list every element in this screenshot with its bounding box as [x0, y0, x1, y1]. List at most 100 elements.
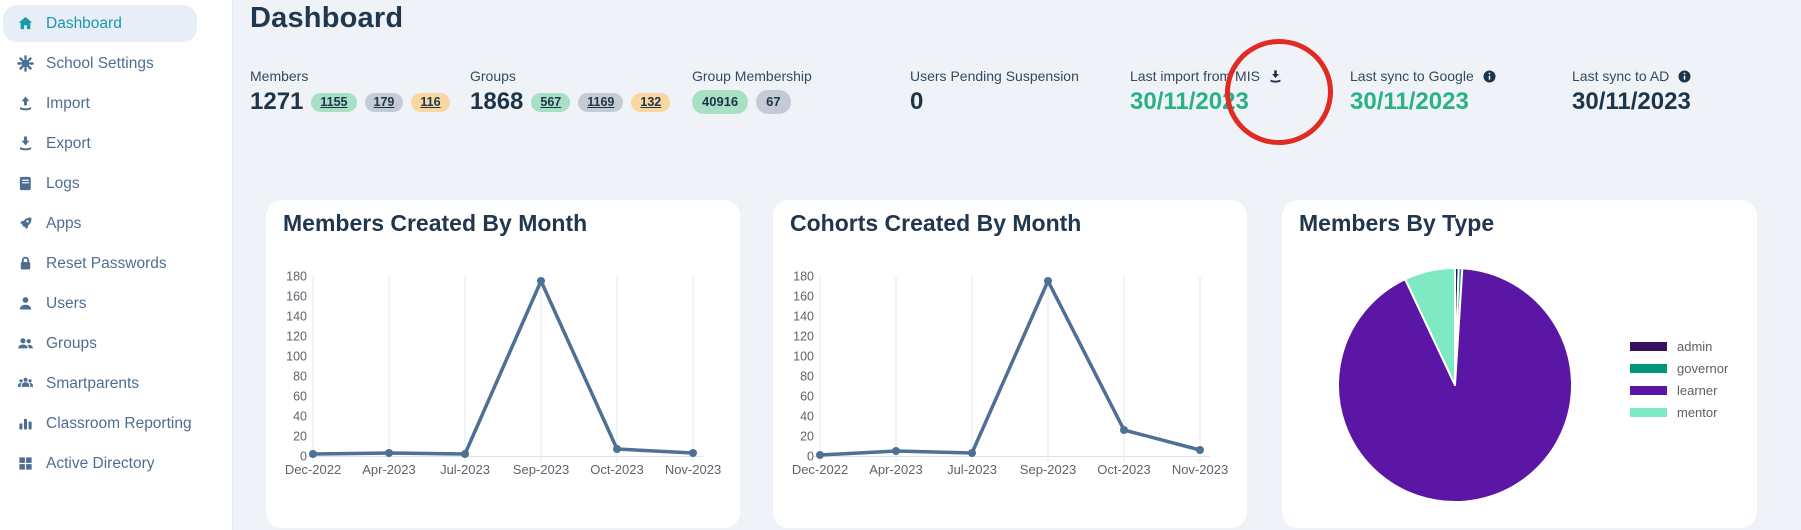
svg-text:120: 120: [793, 330, 814, 344]
stat-last-sync-to-google: Last sync to Google 30/11/2023: [1350, 68, 1497, 114]
sidebar-item-label: Apps: [46, 214, 82, 232]
svg-text:140: 140: [286, 310, 307, 324]
stat-value: 30/11/2023: [1350, 88, 1469, 115]
sidebar-item-logs[interactable]: Logs: [3, 165, 197, 202]
sidebar-item-classroom-reporting[interactable]: Classroom Reporting: [3, 405, 197, 442]
stat-badge-40916: 40916: [692, 90, 749, 114]
sidebar-item-label: Classroom Reporting: [46, 414, 192, 432]
stat-label: Last import from MIS: [1130, 68, 1260, 84]
legend-label: mentor: [1677, 405, 1718, 420]
svg-text:Sep-2023: Sep-2023: [1020, 462, 1076, 477]
stat-label: Groups: [470, 68, 516, 84]
gridlines: [307, 276, 703, 462]
info-icon[interactable]: [1677, 69, 1692, 84]
chart-title-members-created: Members Created By Month: [283, 210, 588, 236]
sidebar-item-users[interactable]: Users: [3, 285, 197, 322]
cohorts-created-chart-card: Cohorts Created By Month Dec-2022 Apr-202…: [773, 200, 1247, 528]
stat-badge-1169[interactable]: 1169: [578, 92, 624, 112]
y-axis-ticks: 0 20 40 60 80 100 120 140 160 180: [286, 270, 307, 464]
legend-swatch: [1630, 408, 1667, 417]
download-icon[interactable]: [1268, 69, 1283, 84]
pie-legend: admin governor learner mentor: [1630, 340, 1728, 430]
stat-badge-1155[interactable]: 1155: [311, 92, 357, 112]
members-created-chart-card: Members Created By Month Dec-2022 Apr-202…: [266, 200, 740, 528]
sidebar-item-reset-passwords[interactable]: Reset Passwords: [3, 245, 197, 282]
sidebar-item-import[interactable]: Import: [3, 85, 197, 122]
svg-text:0: 0: [300, 450, 307, 464]
sidebar-item-label: Import: [46, 94, 90, 112]
stat-users-pending-suspension: Users Pending Suspension 0: [910, 68, 1079, 114]
info-icon[interactable]: [1482, 69, 1497, 84]
svg-text:0: 0: [807, 450, 814, 464]
sidebar-item-school-settings[interactable]: School Settings: [3, 45, 197, 82]
stat-group-membership: Group Membership 40916 67: [692, 68, 812, 114]
data-points: [309, 277, 697, 458]
sidebar-item-label: Active Directory: [46, 454, 155, 472]
line-series: [311, 279, 695, 456]
x-axis-labels: Dec-2022 Apr-2023 Jul-2023 Sep-2023 Oct-2023…: [792, 462, 1228, 477]
stat-badge-132[interactable]: 132: [631, 92, 671, 112]
legend-label: learner: [1677, 383, 1718, 398]
sidebar-item-label: Reset Passwords: [46, 254, 167, 272]
stat-badge-116[interactable]: 116: [411, 92, 450, 112]
stat-members: Members 1271 1155 179 116: [250, 68, 450, 114]
gridlines: [814, 276, 1210, 462]
svg-text:120: 120: [286, 330, 307, 344]
stat-groups: Groups 1868 567 1169 132: [470, 68, 671, 114]
users-icon: [17, 335, 34, 352]
legend-item-governor[interactable]: governor: [1630, 362, 1728, 375]
svg-text:160: 160: [286, 290, 307, 304]
rocket-icon: [17, 215, 34, 232]
stat-last-import-from-mis: Last import from MIS 30/11/2023: [1130, 68, 1283, 114]
sidebar-item-smartparents[interactable]: Smartparents: [3, 365, 197, 402]
x-axis-labels: Dec-2022 Apr-2023 Jul-2023 Sep-2023 Oct-2023…: [285, 462, 721, 477]
sidebar-item-active-directory[interactable]: Active Directory: [3, 445, 197, 482]
svg-text:100: 100: [286, 350, 307, 364]
user-icon: [17, 295, 34, 312]
sidebar-item-export[interactable]: Export: [3, 125, 197, 162]
legend-item-mentor[interactable]: mentor: [1630, 405, 1728, 420]
svg-text:140: 140: [793, 310, 814, 324]
svg-text:Oct-2023: Oct-2023: [1097, 462, 1150, 477]
legend-swatch: [1630, 342, 1667, 351]
svg-text:20: 20: [800, 430, 814, 444]
svg-text:40: 40: [293, 410, 307, 424]
svg-text:160: 160: [793, 290, 814, 304]
book-icon: [17, 175, 34, 192]
sidebar-item-label: Logs: [46, 174, 80, 192]
sidebar-nav: Dashboard School Settings Import Export Logs…: [0, 5, 232, 485]
sidebar-item-label: Dashboard: [46, 14, 122, 32]
sidebar-item-groups[interactable]: Groups: [3, 325, 197, 362]
svg-text:Jul-2023: Jul-2023: [440, 462, 490, 477]
chart-title-cohorts-created: Cohorts Created By Month: [790, 210, 1082, 236]
bar-chart-icon: [17, 415, 34, 432]
stat-badge-567[interactable]: 567: [531, 92, 571, 112]
sidebar-item-apps[interactable]: Apps: [3, 205, 197, 242]
legend-item-admin[interactable]: admin: [1630, 340, 1728, 353]
gear-icon: [17, 55, 34, 72]
svg-text:40: 40: [800, 410, 814, 424]
stat-label: Users Pending Suspension: [910, 68, 1079, 84]
sidebar-item-label: Export: [46, 134, 91, 152]
members-created-line-chart: Dec-2022 Apr-2023 Jul-2023 Sep-2023 Oct-2023…: [285, 270, 721, 478]
sidebar: Dashboard School Settings Import Export Logs…: [0, 0, 233, 530]
svg-text:80: 80: [293, 370, 307, 384]
lock-icon: [17, 255, 34, 272]
stat-label: Last sync to AD: [1572, 68, 1670, 84]
svg-text:20: 20: [293, 430, 307, 444]
sidebar-item-dashboard[interactable]: Dashboard: [3, 5, 197, 42]
stat-badge-179[interactable]: 179: [364, 92, 404, 112]
svg-text:60: 60: [293, 390, 307, 404]
sidebar-item-label: Smartparents: [46, 374, 140, 392]
svg-text:Apr-2023: Apr-2023: [869, 462, 922, 477]
stat-label: Group Membership: [692, 68, 812, 84]
line-series: [818, 279, 1202, 457]
legend-item-learner[interactable]: learner: [1630, 383, 1728, 398]
chart-title-members-by-type: Members By Type: [1299, 210, 1495, 236]
data-points: [816, 277, 1204, 459]
svg-text:100: 100: [793, 350, 814, 364]
stat-label: Members: [250, 68, 309, 84]
upload-icon: [17, 95, 34, 112]
legend-swatch: [1630, 364, 1667, 373]
